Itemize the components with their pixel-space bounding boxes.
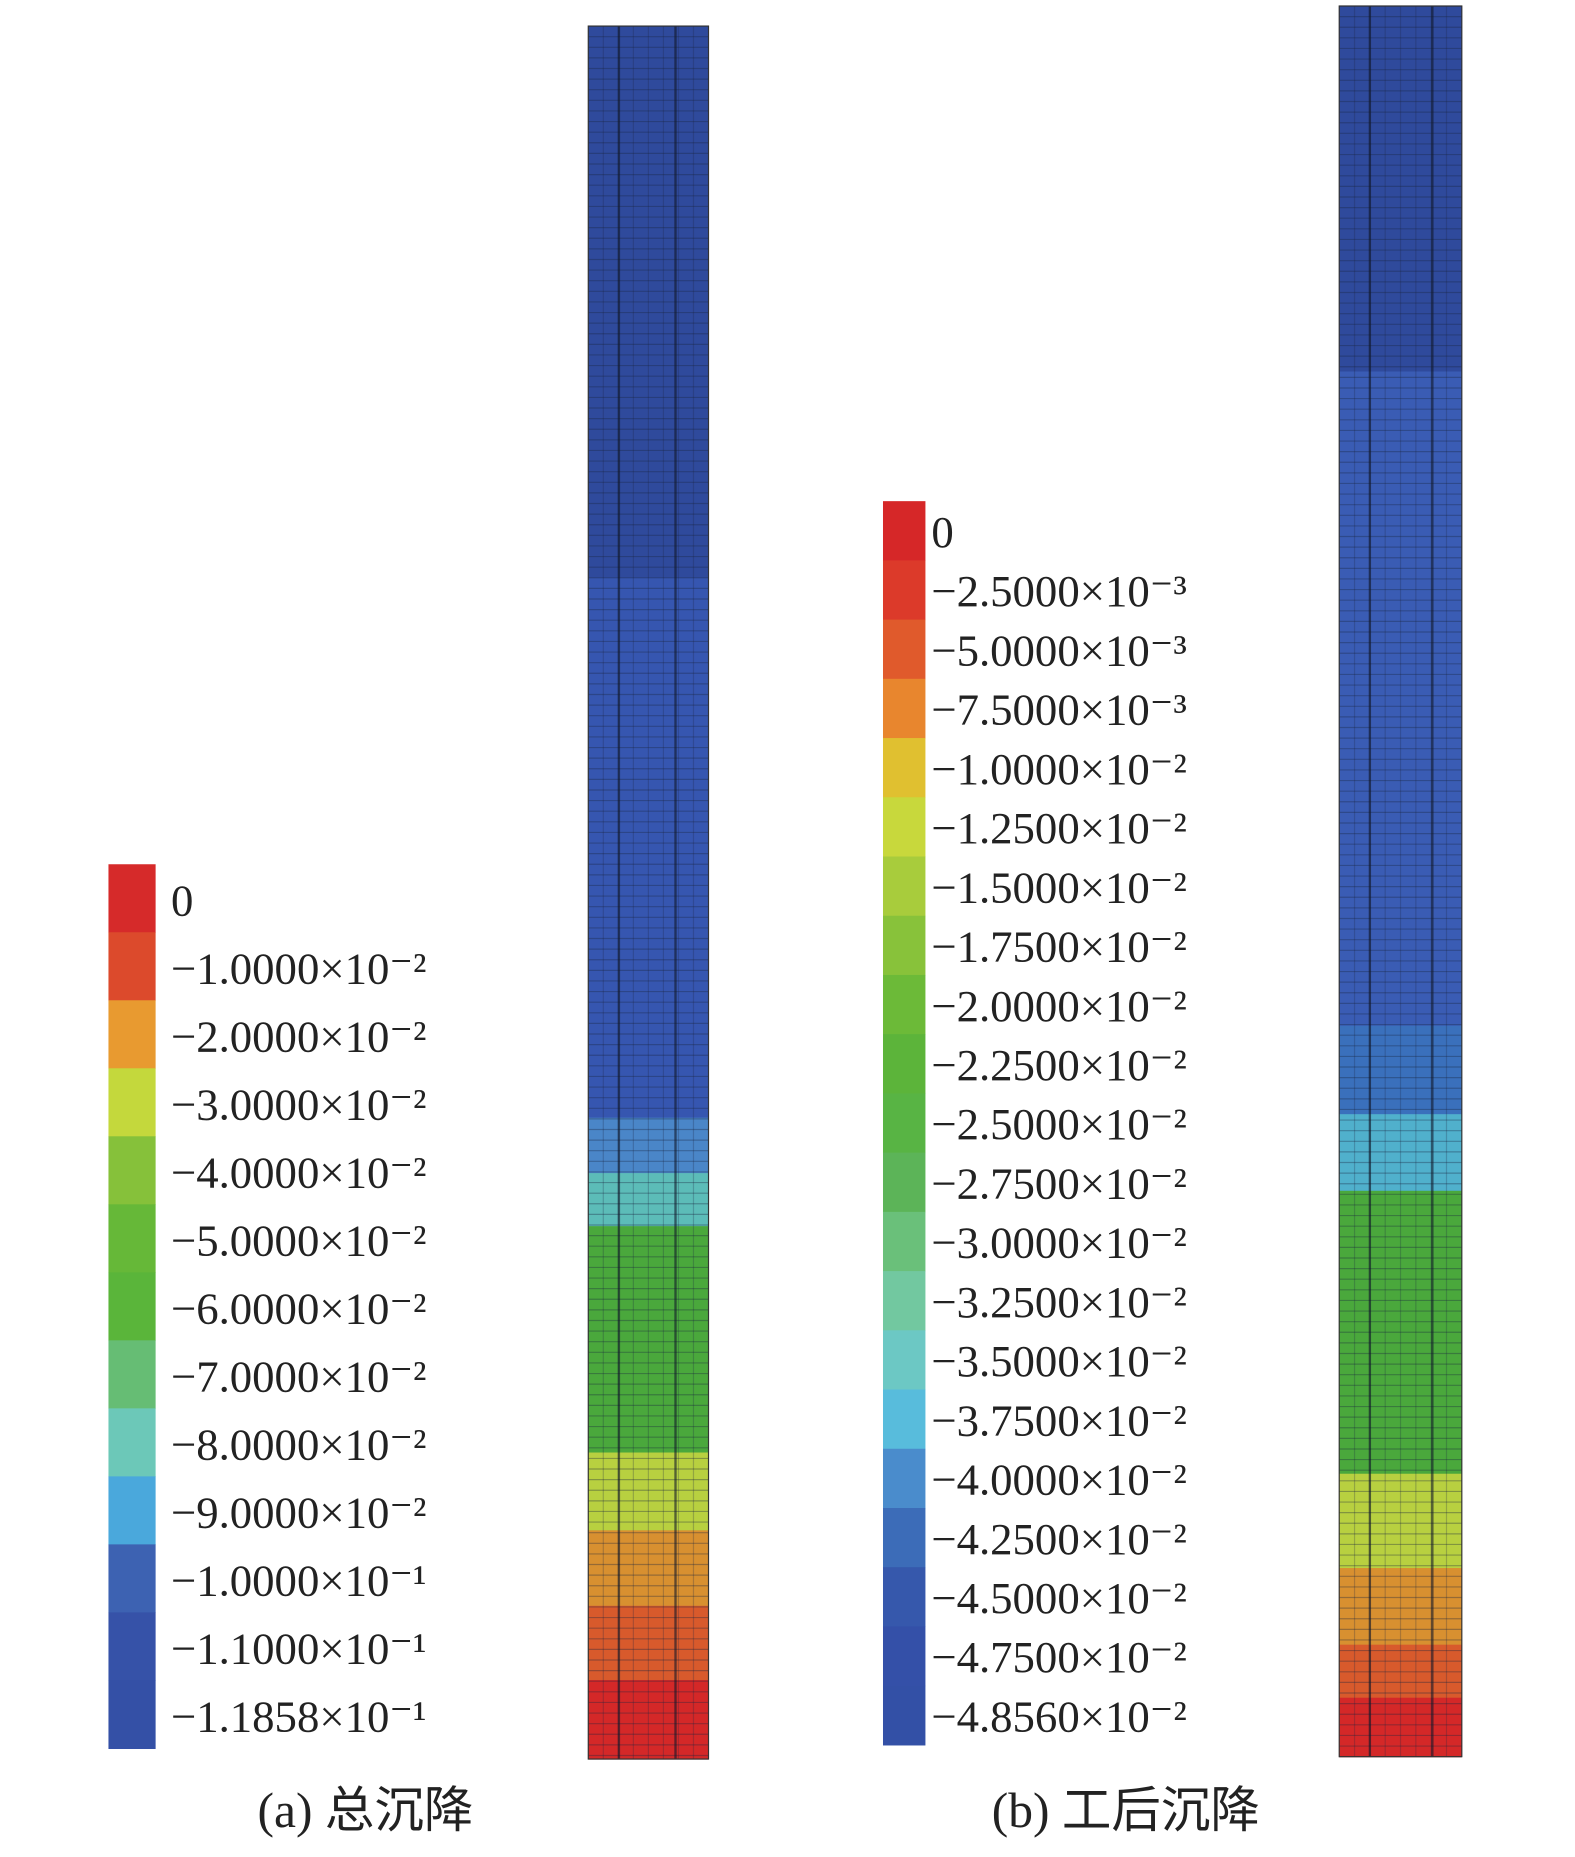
legend-label: −4.5000×10⁻² xyxy=(931,1573,1187,1623)
legend-band xyxy=(882,974,926,1035)
caption: (b) 工后沉降 xyxy=(992,1783,1260,1838)
legend-label: −3.0000×10⁻² xyxy=(931,1218,1187,1268)
contour-band xyxy=(588,1117,709,1174)
legend-label: −2.2500×10⁻² xyxy=(931,1040,1187,1090)
legend-band xyxy=(882,1389,926,1450)
legend-band xyxy=(108,932,156,1001)
legend-band xyxy=(882,1567,926,1628)
legend-band xyxy=(882,1271,926,1331)
legend-band xyxy=(882,560,926,621)
legend-band xyxy=(108,1204,156,1273)
contour-band xyxy=(1339,1190,1462,1475)
legend-label: −3.5000×10⁻² xyxy=(931,1336,1187,1386)
contour-band xyxy=(588,1452,709,1531)
legend-label: −4.0000×10⁻² xyxy=(171,1147,427,1197)
legend-label: −5.0000×10⁻² xyxy=(171,1215,427,1265)
legend-band xyxy=(108,1136,156,1205)
legend-band xyxy=(882,1093,926,1154)
contour-band xyxy=(1339,1473,1462,1569)
legend-label: −4.2500×10⁻² xyxy=(931,1514,1187,1564)
column-outline xyxy=(1338,5,1463,1758)
contour-band xyxy=(588,1226,709,1454)
legend-label: −4.0000×10⁻² xyxy=(931,1455,1187,1505)
legend-band xyxy=(882,678,926,739)
legend-label: −2.7500×10⁻² xyxy=(931,1158,1187,1208)
contour-band xyxy=(588,1173,709,1227)
legend-label: −1.1858×10⁻¹ xyxy=(171,1691,427,1741)
legend-label: −3.0000×10⁻² xyxy=(171,1079,427,1129)
legend-label: 0 xyxy=(171,875,193,925)
column-outline xyxy=(587,25,710,1760)
legend-band xyxy=(882,501,926,561)
contour-band xyxy=(588,26,709,579)
contour-band xyxy=(588,1605,709,1681)
legend-band xyxy=(108,1068,156,1137)
contour-band xyxy=(588,1680,709,1760)
legend-band xyxy=(882,915,926,976)
legend-band xyxy=(882,1685,926,1746)
legend-band xyxy=(882,856,926,917)
legend-label: −4.7500×10⁻² xyxy=(931,1632,1187,1682)
contour-band xyxy=(1339,1644,1462,1699)
legend-label: −2.5000×10⁻³ xyxy=(931,566,1187,616)
legend-label: −2.0000×10⁻² xyxy=(931,981,1187,1031)
legend-label: −4.8560×10⁻² xyxy=(931,1691,1187,1741)
caption: (a) 总沉降 xyxy=(258,1783,474,1838)
legend-band xyxy=(882,738,926,798)
contour-band xyxy=(1339,6,1462,373)
legend-label: −1.0000×10⁻² xyxy=(931,744,1187,794)
legend-band xyxy=(108,1476,156,1545)
legend-label: −7.5000×10⁻³ xyxy=(931,685,1187,735)
contour-band xyxy=(588,577,709,1119)
legend-band xyxy=(108,1000,156,1069)
legend-band xyxy=(882,1211,926,1272)
legend-label: −2.5000×10⁻² xyxy=(931,1099,1187,1149)
contour-band xyxy=(1339,371,1462,1027)
legend-band xyxy=(882,619,926,680)
legend-label: −9.0000×10⁻² xyxy=(171,1487,427,1537)
legend-label: −1.5000×10⁻² xyxy=(931,862,1187,912)
legend-label: −3.7500×10⁻² xyxy=(931,1395,1187,1445)
legend-label: −1.0000×10⁻¹ xyxy=(171,1555,427,1605)
contour-band xyxy=(1339,1697,1462,1758)
legend-label: −2.0000×10⁻² xyxy=(171,1011,427,1061)
legend-band xyxy=(108,864,156,933)
legend-band xyxy=(108,1612,156,1681)
legend-label: −3.2500×10⁻² xyxy=(931,1277,1187,1327)
legend-band xyxy=(882,1034,926,1094)
legend-label: −1.1000×10⁻¹ xyxy=(171,1623,427,1673)
legend-band xyxy=(882,1626,926,1687)
legend-band xyxy=(882,797,926,858)
legend-band xyxy=(108,1340,156,1409)
legend-label: −1.7500×10⁻² xyxy=(931,922,1187,972)
contour-band xyxy=(1339,1025,1462,1115)
legend-band xyxy=(108,1408,156,1477)
legend-label: −1.2500×10⁻² xyxy=(931,803,1187,853)
legend-label: −6.0000×10⁻² xyxy=(171,1283,427,1333)
legend-band xyxy=(882,1152,926,1213)
legend-band xyxy=(882,1448,926,1509)
legend-label: 0 xyxy=(931,507,953,557)
legend-band xyxy=(882,1507,926,1568)
legend-band xyxy=(108,1272,156,1341)
legend-label: −5.0000×10⁻³ xyxy=(931,625,1187,675)
legend-band xyxy=(108,1680,156,1750)
legend-band xyxy=(882,1330,926,1391)
contour-band xyxy=(588,1530,709,1607)
legend-label: −1.0000×10⁻² xyxy=(171,943,427,993)
legend-label: −7.0000×10⁻² xyxy=(171,1351,427,1401)
legend-label: −8.0000×10⁻² xyxy=(171,1419,427,1469)
contour-band xyxy=(1339,1114,1462,1192)
legend-band xyxy=(108,1544,156,1613)
contour-band xyxy=(1339,1568,1462,1646)
